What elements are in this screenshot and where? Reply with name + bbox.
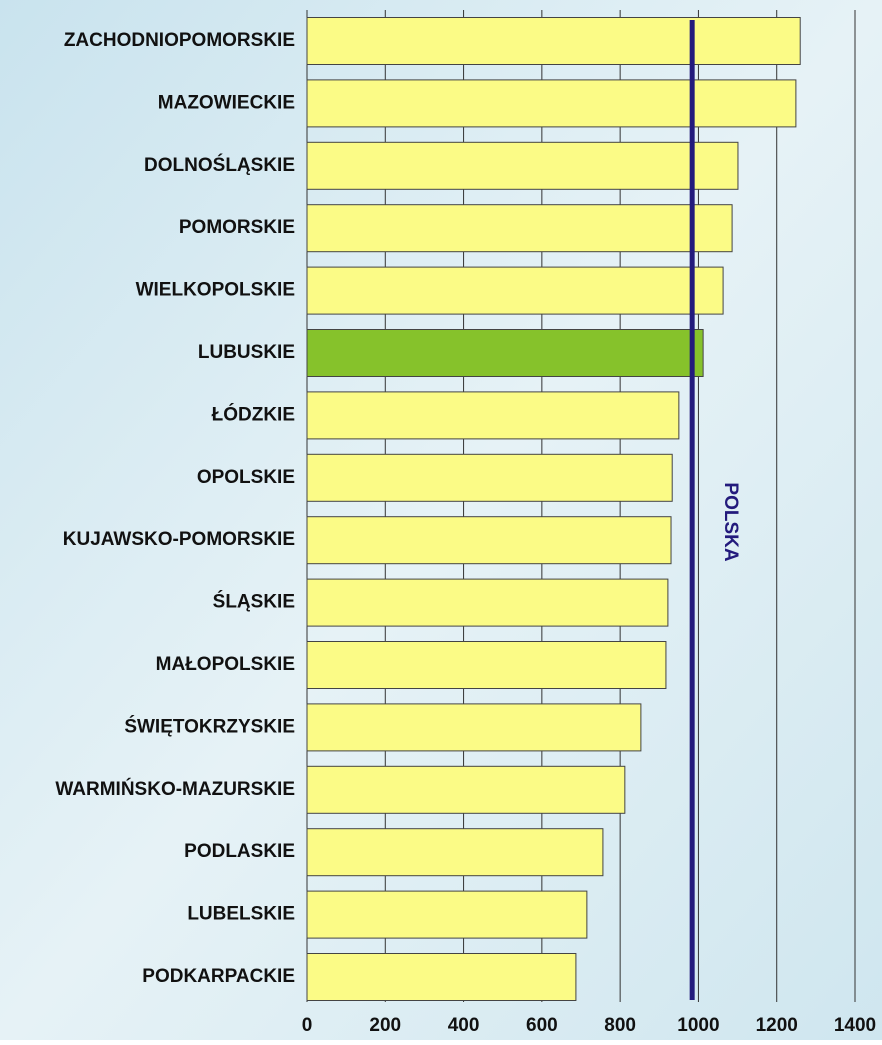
x-tick-label: 400: [448, 1015, 480, 1036]
bar: [306, 453, 673, 502]
y-tick-label: WIELKOPOLSKIE: [136, 280, 295, 301]
bar: [306, 828, 604, 877]
bar: [306, 266, 724, 315]
y-tick-label: PODLASKIE: [184, 841, 295, 862]
bar: [306, 17, 801, 65]
bar: [306, 204, 733, 253]
y-tick-label: OPOLSKIE: [197, 467, 295, 488]
reference-label: POLSKA: [720, 482, 741, 561]
bar: [306, 765, 626, 814]
bar: [306, 329, 704, 377]
bar: [306, 578, 669, 627]
y-tick-label: ŚLĄSKIE: [213, 591, 295, 613]
bar: [306, 79, 797, 128]
bar: [306, 890, 588, 939]
x-tick-label: 800: [604, 1015, 636, 1036]
y-tick-label: ZACHODNIOPOMORSKIE: [64, 30, 295, 51]
x-tick-label: 1200: [756, 1015, 798, 1036]
bar: [306, 516, 672, 565]
y-tick-label: POMORSKIE: [179, 217, 295, 238]
bar: [306, 391, 680, 440]
y-tick-label: KUJAWSKO-POMORSKIE: [63, 529, 295, 550]
y-tick-label: MAŁOPOLSKIE: [156, 654, 295, 675]
x-tick-label: 1000: [677, 1015, 719, 1036]
x-tick-label: 0: [302, 1015, 313, 1036]
y-tick-label: ŚWIĘTOKRZYSKIE: [124, 715, 295, 737]
x-tick-label: 600: [526, 1015, 558, 1036]
y-tick-label: WARMIŃSKO-MAZURSKIE: [55, 778, 295, 800]
x-tick-label: 200: [369, 1015, 401, 1036]
y-tick-label: ŁÓDZKIE: [212, 403, 295, 425]
y-tick-label: MAZOWIECKIE: [158, 92, 295, 113]
bar: [306, 703, 642, 752]
y-tick-label: DOLNOŚLĄSKIE: [144, 154, 295, 176]
y-tick-label: LUBELSKIE: [187, 904, 295, 925]
x-tick-label: 1400: [834, 1015, 876, 1036]
bar: [306, 953, 577, 1001]
bar: [306, 141, 739, 190]
bar: [306, 641, 667, 689]
y-tick-label: PODKARPACKIE: [142, 966, 295, 987]
y-tick-label: LUBUSKIE: [198, 342, 295, 363]
